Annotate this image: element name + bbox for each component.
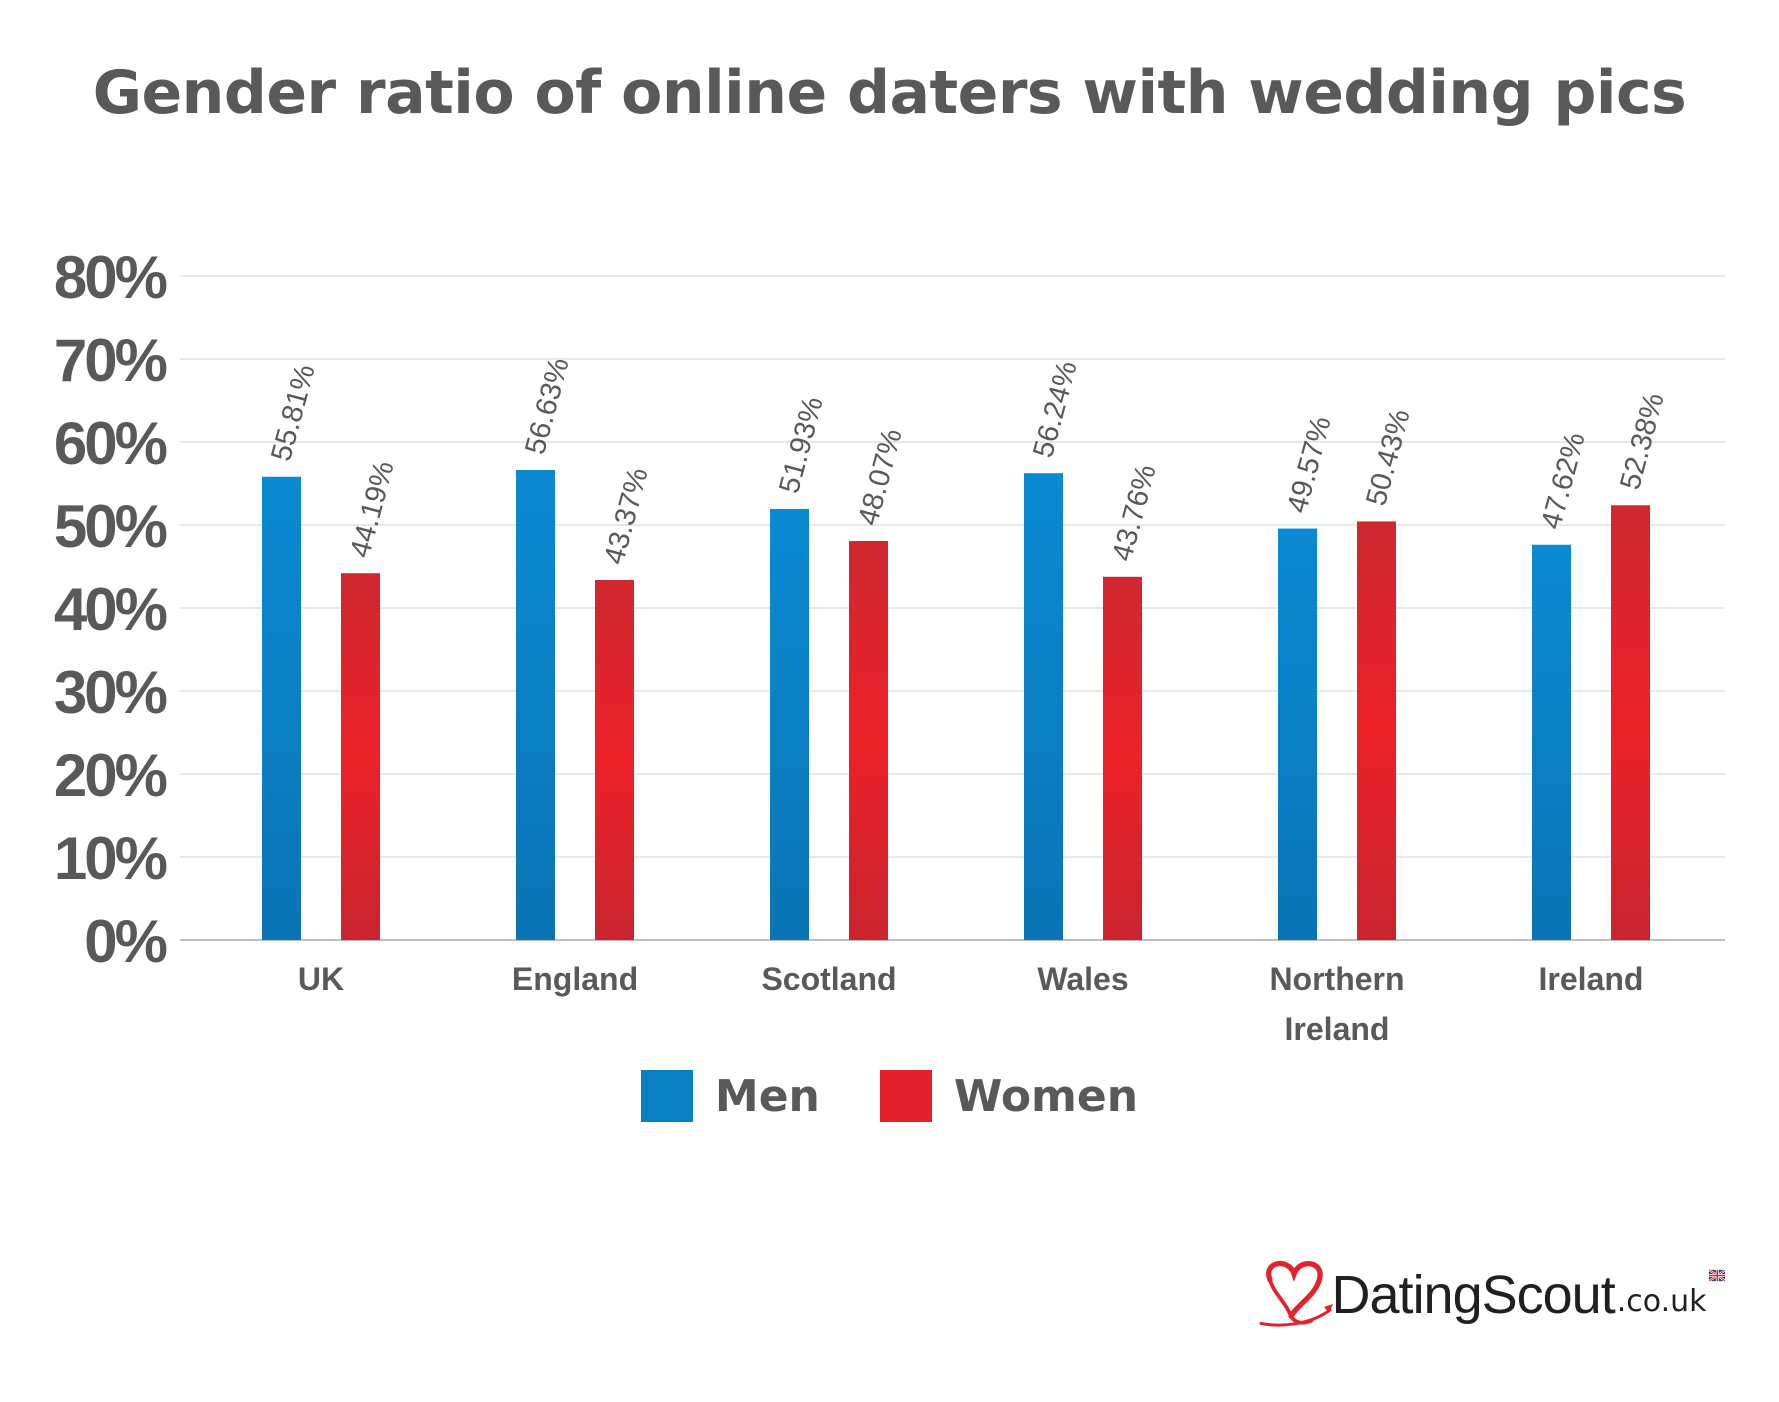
bar-women-northern-ireland	[1357, 521, 1396, 940]
y-tick-label: 0%	[84, 908, 166, 975]
y-tick-label: 50%	[54, 493, 167, 560]
bar-women-uk	[341, 573, 380, 940]
x-tick-label: Ireland	[1539, 961, 1644, 997]
bar-men-wales	[1024, 473, 1063, 940]
data-label: 44.19%	[344, 458, 400, 561]
logo-wordmark: DatingScout	[1331, 1265, 1616, 1325]
y-tick-label: 80%	[54, 244, 167, 311]
bar-women-scotland	[849, 541, 888, 940]
x-tick-label: Scotland	[761, 961, 896, 997]
bar-men-scotland	[770, 508, 809, 940]
bar-men-northern-ireland	[1278, 528, 1317, 940]
x-tick-label: England	[512, 961, 638, 997]
uk-flag-icon	[1708, 1268, 1725, 1282]
legend-swatch-men	[640, 1070, 693, 1122]
data-label: 50.43%	[1360, 406, 1416, 509]
bar-men-uk	[262, 476, 301, 940]
bar-women-england	[595, 580, 634, 940]
y-tick-label: 30%	[54, 659, 167, 726]
data-label: 43.37%	[598, 465, 654, 568]
data-label: 51.93%	[773, 394, 829, 497]
x-axis-tick-labels: UK England Scotland Wales Northern Ireland Ire…	[298, 961, 1644, 1047]
bar-women-ireland	[1611, 505, 1650, 940]
legend: Men Women	[0, 1070, 1779, 1122]
bars	[262, 469, 1650, 940]
x-tick-label: Northern Ireland	[1269, 961, 1404, 1047]
bar-women-wales	[1103, 576, 1142, 940]
legend-item-men: Men	[640, 1070, 820, 1122]
legend-label-women: Women	[953, 1070, 1139, 1122]
bar-men-ireland	[1532, 544, 1571, 940]
legend-label-men: Men	[714, 1070, 820, 1122]
gridlines	[180, 275, 1725, 941]
logo-tld: .co.uk	[1616, 1283, 1707, 1319]
y-tick-label: 10%	[54, 825, 167, 892]
data-label: 48.07%	[852, 426, 908, 529]
data-label: 49.57%	[1281, 413, 1337, 516]
data-label: 56.24%	[1027, 358, 1083, 461]
y-tick-label: 20%	[54, 742, 167, 809]
y-tick-label: 70%	[54, 327, 167, 394]
legend-item-women: Women	[879, 1070, 1139, 1122]
y-tick-label: 60%	[54, 410, 167, 477]
heart-logo-icon	[1259, 1260, 1334, 1327]
chart-title: Gender ratio of online daters with weddi…	[92, 58, 1687, 128]
legend-swatch-women	[879, 1070, 932, 1122]
bar-men-england	[516, 469, 555, 940]
y-axis-tick-labels: 0% 10% 20% 30% 40% 50% 60% 70% 80%	[54, 244, 170, 975]
x-tick-label: UK	[298, 961, 344, 997]
y-tick-label: 40%	[54, 576, 167, 643]
datingscout-logo: DatingScout .co.uk	[1255, 1245, 1725, 1345]
data-label: 55.81%	[265, 361, 321, 464]
x-tick-label: Wales	[1037, 961, 1128, 997]
data-label: 47.62%	[1535, 429, 1591, 532]
data-label: 43.76%	[1106, 461, 1162, 564]
data-labels: 55.81%44.19%56.63%43.37%51.93% 48.07%56.2…	[265, 354, 1670, 567]
